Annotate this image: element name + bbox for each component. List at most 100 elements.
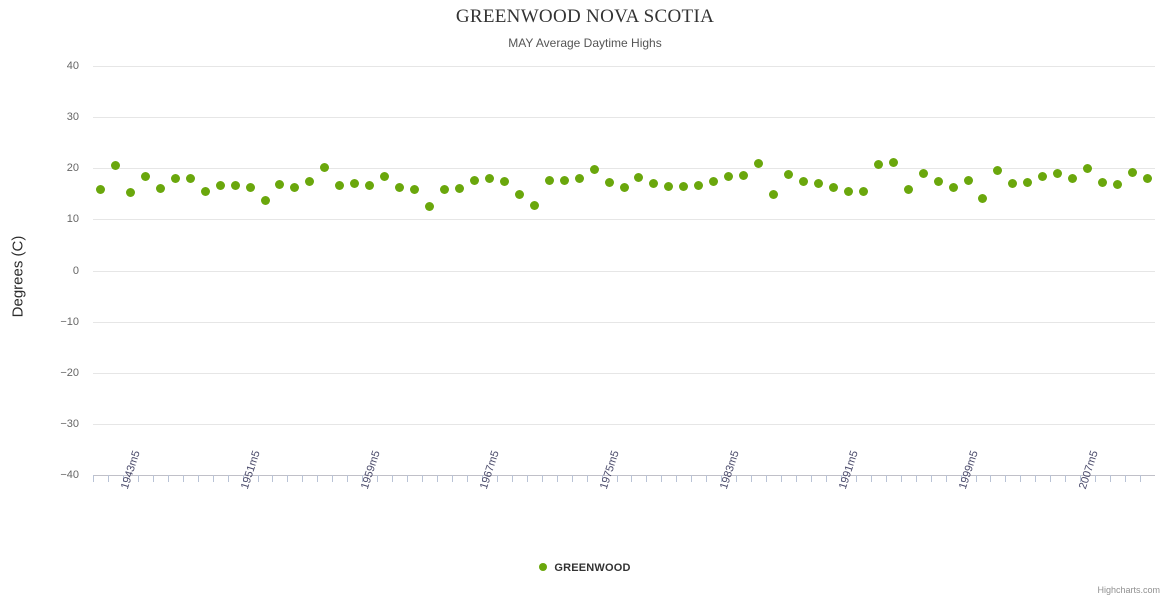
x-axis-tick (751, 475, 753, 482)
data-point[interactable] (634, 173, 644, 183)
data-point[interactable] (784, 170, 794, 180)
x-axis-tick (661, 475, 663, 482)
x-axis-tick (721, 475, 723, 482)
data-point[interactable] (245, 182, 255, 192)
data-point[interactable] (260, 195, 270, 205)
data-point[interactable] (305, 176, 315, 186)
data-point[interactable] (619, 182, 629, 192)
y-axis-title: Degrees (C) (9, 235, 27, 318)
data-point[interactable] (724, 171, 734, 181)
data-point[interactable] (679, 181, 689, 191)
data-point[interactable] (469, 175, 479, 185)
data-point[interactable] (200, 187, 210, 197)
data-point[interactable] (425, 202, 435, 212)
credits-label[interactable]: Highcharts.com (1097, 585, 1160, 595)
data-point[interactable] (873, 159, 883, 169)
data-point[interactable] (365, 181, 375, 191)
x-axis-tick (1065, 475, 1067, 482)
data-point[interactable] (1128, 167, 1138, 177)
x-axis-tick (197, 475, 199, 482)
data-point[interactable] (1038, 171, 1048, 181)
data-point[interactable] (918, 169, 928, 179)
data-point[interactable] (664, 182, 674, 192)
data-point[interactable] (529, 200, 539, 210)
data-point[interactable] (1068, 174, 1078, 184)
data-point[interactable] (499, 177, 509, 187)
data-point[interactable] (754, 158, 764, 168)
data-point[interactable] (170, 174, 180, 184)
x-axis-tick (437, 475, 439, 482)
data-point[interactable] (215, 181, 225, 191)
data-point[interactable] (739, 170, 749, 180)
data-point[interactable] (903, 184, 913, 194)
data-point[interactable] (110, 160, 120, 170)
data-point[interactable] (380, 172, 390, 182)
data-point[interactable] (589, 165, 599, 175)
x-axis-tick (1020, 475, 1022, 482)
y-axis-tick-label: −20 (60, 366, 79, 379)
data-point[interactable] (993, 165, 1003, 175)
data-point[interactable] (395, 182, 405, 192)
data-point[interactable] (963, 175, 973, 185)
data-point[interactable] (769, 189, 779, 199)
x-axis-tick (422, 475, 424, 482)
data-point[interactable] (933, 177, 943, 187)
x-axis-tick (691, 475, 693, 482)
data-point[interactable] (694, 180, 704, 190)
x-axis-tick (167, 475, 169, 482)
gridline (93, 66, 1155, 67)
data-point[interactable] (649, 179, 659, 189)
data-point[interactable] (155, 184, 165, 194)
x-axis-tick (1050, 475, 1052, 482)
data-point[interactable] (125, 188, 135, 198)
data-point[interactable] (350, 178, 360, 188)
gridline (93, 117, 1155, 119)
data-point[interactable] (709, 177, 719, 187)
data-point[interactable] (95, 184, 105, 194)
data-point[interactable] (335, 181, 345, 191)
x-axis-tick (407, 475, 409, 482)
data-point[interactable] (410, 185, 420, 195)
data-point[interactable] (1143, 174, 1153, 184)
x-axis-tick (571, 475, 573, 482)
data-point[interactable] (813, 179, 823, 189)
data-point[interactable] (858, 186, 868, 196)
data-point[interactable] (140, 172, 150, 182)
data-point[interactable] (484, 174, 494, 184)
data-point[interactable] (1113, 180, 1123, 190)
gridline (93, 321, 1155, 323)
x-axis-tick (392, 475, 394, 482)
data-point[interactable] (230, 181, 240, 191)
data-point[interactable] (843, 187, 853, 197)
data-point[interactable] (978, 194, 988, 204)
data-point[interactable] (275, 179, 285, 189)
x-axis-tick (541, 475, 543, 482)
data-point[interactable] (1083, 164, 1093, 174)
data-point[interactable] (1008, 179, 1018, 189)
data-point[interactable] (1023, 178, 1033, 188)
data-point[interactable] (798, 176, 808, 186)
data-point[interactable] (1098, 177, 1108, 187)
gridline (93, 423, 1155, 425)
x-axis-tick (466, 475, 468, 482)
x-axis-tick (377, 475, 379, 482)
data-point[interactable] (544, 176, 554, 186)
data-point[interactable] (559, 176, 569, 186)
data-point[interactable] (888, 158, 898, 168)
data-point[interactable] (1053, 168, 1063, 178)
data-point[interactable] (185, 174, 195, 184)
data-point[interactable] (514, 189, 524, 199)
data-point[interactable] (604, 177, 614, 187)
x-axis-tick (93, 475, 94, 482)
data-point[interactable] (574, 173, 584, 183)
data-point[interactable] (948, 182, 958, 192)
x-axis-tick (601, 475, 603, 482)
chart-legend[interactable]: GREENWOOD (0, 562, 1170, 574)
data-point[interactable] (828, 182, 838, 192)
data-point[interactable] (454, 184, 464, 194)
x-axis-tick (975, 475, 977, 482)
legend-item-label[interactable]: GREENWOOD (554, 562, 631, 575)
data-point[interactable] (290, 183, 300, 193)
data-point[interactable] (320, 162, 330, 172)
data-point[interactable] (440, 184, 449, 194)
